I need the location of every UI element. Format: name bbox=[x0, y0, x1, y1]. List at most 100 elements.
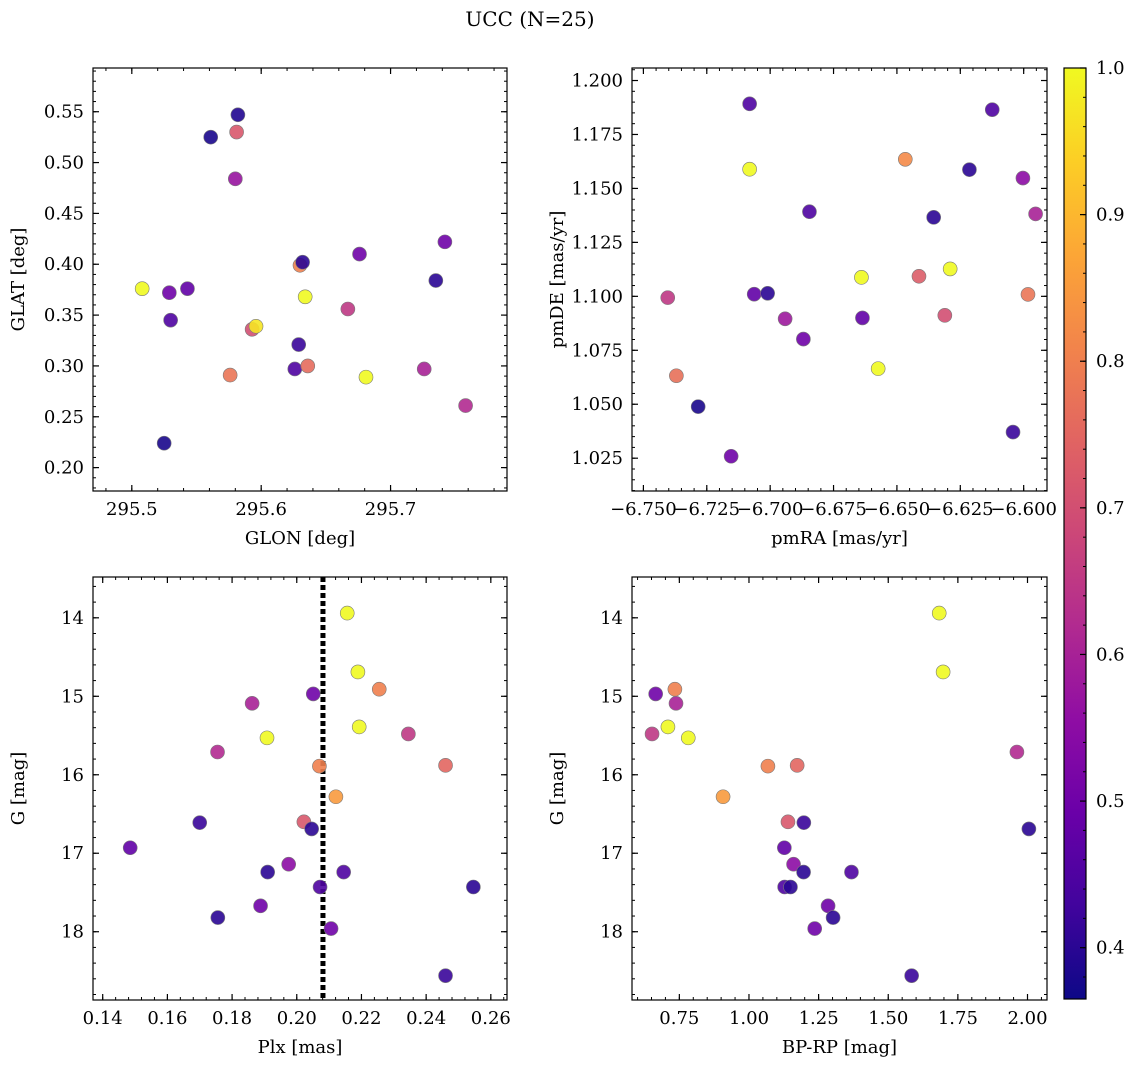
plot-frame bbox=[631, 67, 1048, 492]
x-tick-label: 295.5 bbox=[106, 499, 158, 520]
data-point bbox=[312, 879, 328, 895]
data-point bbox=[180, 281, 195, 296]
data-point bbox=[935, 664, 951, 680]
data-point bbox=[1028, 206, 1043, 222]
colorbar-tick-label: 1.0 bbox=[1096, 58, 1125, 79]
plot-frame bbox=[92, 67, 508, 492]
colorbar-tick-label: 0.6 bbox=[1096, 644, 1125, 665]
data-point bbox=[230, 107, 246, 123]
y-axis-label: pmDE [mas/yr] bbox=[547, 211, 568, 349]
data-point bbox=[297, 289, 313, 305]
scatter-panel-2: −6.750−6.725−6.700−6.675−6.650−6.625−6.6… bbox=[547, 67, 1057, 549]
y-tick-label: 16 bbox=[600, 765, 623, 786]
data-point bbox=[825, 910, 841, 925]
data-point bbox=[870, 361, 886, 376]
x-axis-label: BP-RP [mag] bbox=[782, 1037, 897, 1058]
data-point bbox=[312, 758, 327, 774]
data-point bbox=[780, 814, 796, 830]
x-tick-label: −6.625 bbox=[927, 499, 994, 520]
x-tick-label: 0.26 bbox=[471, 1008, 511, 1029]
y-tick-label: 0.45 bbox=[44, 203, 84, 224]
data-point bbox=[777, 311, 793, 327]
y-tick-label: 0.35 bbox=[44, 305, 84, 326]
data-point bbox=[339, 605, 355, 621]
y-tick-label: 15 bbox=[600, 686, 623, 707]
data-point bbox=[437, 234, 453, 250]
data-point bbox=[984, 102, 1000, 117]
data-point bbox=[358, 369, 374, 385]
x-tick-label: 0.75 bbox=[659, 1008, 699, 1029]
data-point bbox=[416, 361, 432, 377]
data-point bbox=[304, 821, 319, 837]
data-point bbox=[854, 270, 869, 285]
plot-frame bbox=[631, 576, 1048, 1001]
y-tick-label: 1.200 bbox=[571, 71, 623, 92]
data-point bbox=[796, 815, 812, 830]
y-tick-label: 0.50 bbox=[44, 153, 84, 174]
data-point bbox=[669, 368, 684, 384]
colorbar-tick-label: 0.9 bbox=[1096, 205, 1125, 226]
y-tick-label: 1.050 bbox=[571, 394, 623, 415]
data-point bbox=[644, 726, 660, 742]
y-tick-label: 1.175 bbox=[571, 124, 623, 145]
data-point bbox=[210, 744, 225, 760]
data-point bbox=[192, 815, 208, 830]
data-point bbox=[723, 448, 739, 464]
y-tick-label: 1.075 bbox=[571, 340, 623, 361]
data-point bbox=[438, 968, 453, 983]
scatter-panel-1: 295.5 295.6 295.7 0.20 0.25 0.30 0.35 0.40 0.45 0… bbox=[8, 67, 508, 549]
data-point bbox=[742, 161, 757, 177]
data-point bbox=[844, 864, 859, 880]
data-point bbox=[340, 301, 356, 317]
data-point bbox=[351, 719, 367, 735]
data-point bbox=[162, 285, 177, 301]
data-point bbox=[962, 162, 977, 177]
x-tick-label: 1.00 bbox=[729, 1008, 769, 1029]
data-point bbox=[668, 696, 684, 711]
data-point bbox=[942, 261, 958, 277]
data-point bbox=[796, 864, 811, 880]
data-point bbox=[305, 686, 321, 702]
data-point bbox=[926, 210, 941, 225]
y-tick-label: 1.150 bbox=[571, 178, 623, 199]
y-tick-label: 1.125 bbox=[571, 232, 623, 253]
data-point bbox=[931, 605, 947, 621]
plot-frame bbox=[92, 576, 508, 1001]
data-point bbox=[760, 758, 776, 774]
y-tick-label: 1.025 bbox=[571, 448, 623, 469]
data-point bbox=[244, 696, 260, 711]
x-tick-label: 2.00 bbox=[1007, 1008, 1047, 1029]
data-point bbox=[156, 435, 172, 451]
data-point bbox=[336, 864, 351, 880]
data-point bbox=[786, 856, 801, 872]
x-tick-label: −6.725 bbox=[673, 499, 740, 520]
data-point bbox=[350, 664, 366, 680]
data-point bbox=[287, 361, 303, 377]
data-point bbox=[458, 398, 473, 413]
data-point bbox=[660, 290, 676, 305]
data-point bbox=[1005, 424, 1021, 440]
y-tick-label: 0.30 bbox=[44, 356, 84, 377]
y-tick-label: 0.25 bbox=[44, 407, 84, 428]
data-point bbox=[1015, 170, 1031, 186]
data-point bbox=[742, 96, 757, 112]
scatter-panel-3: 0.14 0.16 0.18 0.20 0.22 0.24 0.26 14 15 16 17 18 Pl… bbox=[8, 576, 511, 1058]
y-tick-label: 0.55 bbox=[44, 102, 84, 123]
colorbar-tick-label: 0.4 bbox=[1096, 938, 1125, 959]
y-axis-label: G [mag] bbox=[8, 752, 29, 825]
data-point bbox=[802, 204, 817, 220]
y-tick-label: 14 bbox=[600, 608, 623, 629]
data-point bbox=[428, 273, 444, 288]
data-point bbox=[789, 758, 805, 773]
colorbar-tick-label: 0.8 bbox=[1096, 351, 1125, 372]
colorbar-gradient bbox=[1064, 68, 1086, 999]
x-tick-label: −6.675 bbox=[800, 499, 867, 520]
data-point bbox=[323, 921, 339, 936]
data-point bbox=[855, 310, 870, 326]
data-point bbox=[1009, 744, 1025, 760]
data-point bbox=[371, 681, 387, 697]
y-tick-label: 15 bbox=[61, 686, 84, 707]
figure-title: UCC (N=25) bbox=[465, 7, 594, 31]
data-point bbox=[746, 286, 762, 302]
